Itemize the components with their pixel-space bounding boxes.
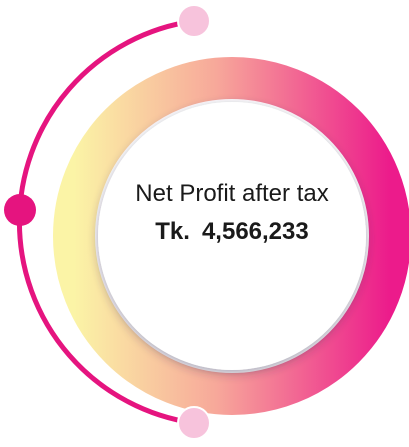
inner-circle bbox=[98, 102, 366, 370]
top-dot bbox=[177, 4, 211, 38]
amount: 4,566,233 bbox=[201, 218, 309, 245]
currency: Tk. bbox=[155, 218, 190, 245]
left-dot bbox=[4, 194, 36, 226]
gradient-ring bbox=[53, 57, 409, 415]
bottom-dot bbox=[177, 406, 211, 440]
center-text: Net Profit after tax Tk. 4,566,233 bbox=[127, 176, 337, 250]
amount-line: Tk. 4,566,233 bbox=[127, 214, 337, 250]
label: Net Profit after tax bbox=[135, 180, 329, 207]
